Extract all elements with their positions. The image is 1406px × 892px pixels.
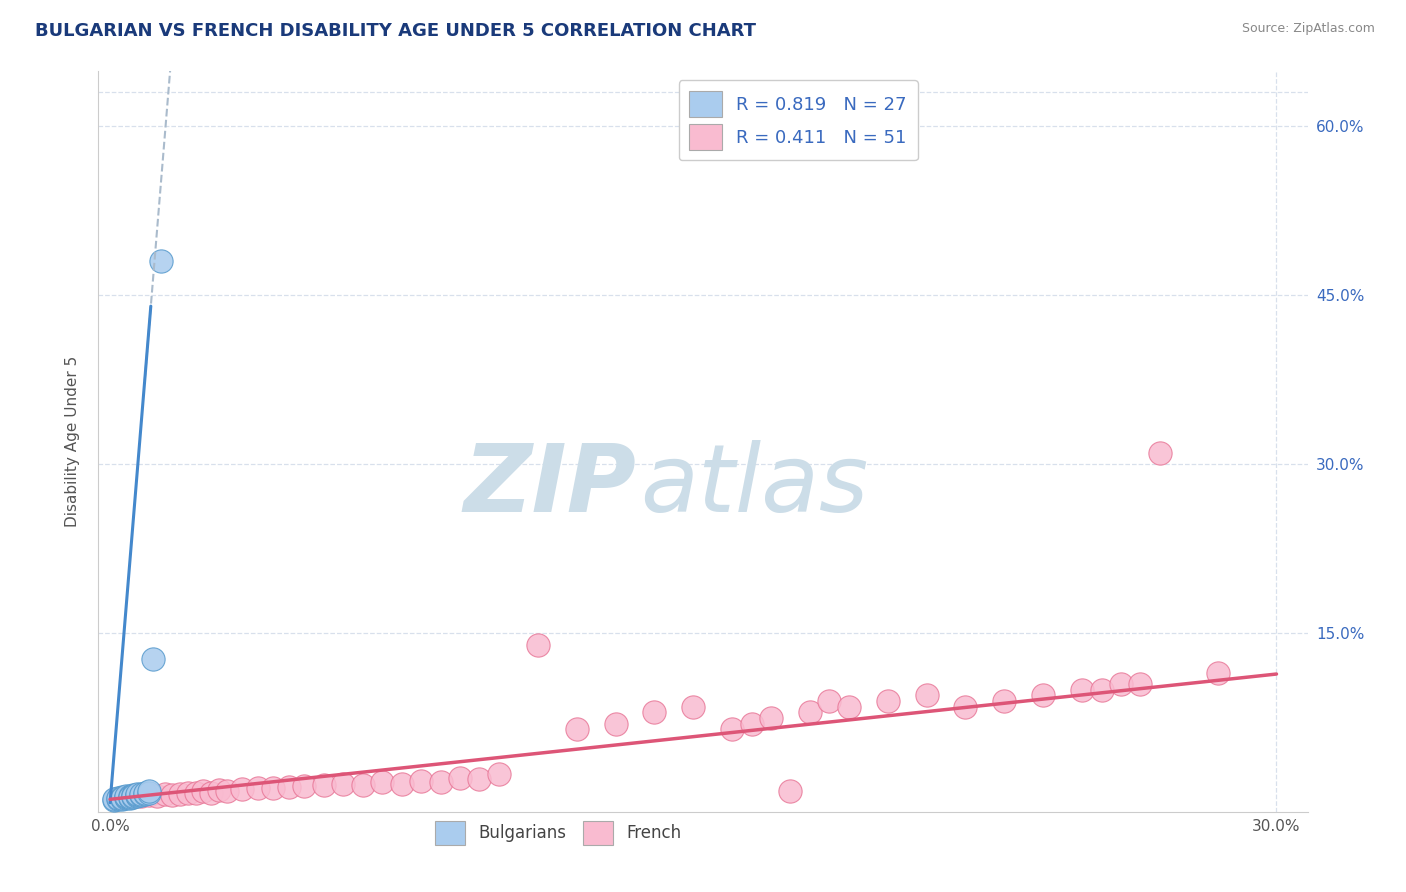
Point <box>468 772 491 786</box>
Point <box>246 780 269 795</box>
Point <box>741 716 763 731</box>
Point <box>1071 682 1094 697</box>
Point <box>391 776 413 790</box>
Point <box>122 789 145 803</box>
Point <box>169 787 191 801</box>
Point <box>177 785 200 799</box>
Point <box>838 699 860 714</box>
Point <box>1149 446 1171 460</box>
Point <box>127 787 149 801</box>
Point <box>118 789 141 803</box>
Point <box>915 689 938 703</box>
Point <box>138 784 160 798</box>
Point <box>107 792 129 806</box>
Point <box>526 638 548 652</box>
Point <box>332 776 354 790</box>
Point <box>1129 677 1152 691</box>
Point <box>184 785 207 799</box>
Point <box>129 789 152 803</box>
Point <box>231 782 253 797</box>
Point <box>294 779 316 793</box>
Point <box>127 789 149 803</box>
Point <box>1090 682 1112 697</box>
Point <box>352 778 374 792</box>
Point <box>262 780 284 795</box>
Point <box>111 792 134 806</box>
Point <box>200 785 222 799</box>
Point <box>118 790 141 805</box>
Point <box>193 784 215 798</box>
Point <box>1109 677 1132 691</box>
Text: Source: ZipAtlas.com: Source: ZipAtlas.com <box>1241 22 1375 36</box>
Point <box>134 787 156 801</box>
Point <box>114 791 136 805</box>
Point <box>149 254 172 268</box>
Point <box>122 788 145 802</box>
Point <box>118 791 141 805</box>
Text: atlas: atlas <box>640 441 869 532</box>
Point <box>312 778 335 792</box>
Point <box>208 783 231 797</box>
Point <box>129 787 152 801</box>
Point <box>876 694 898 708</box>
Point <box>818 694 841 708</box>
Point <box>114 790 136 805</box>
Point <box>993 694 1015 708</box>
Y-axis label: Disability Age Under 5: Disability Age Under 5 <box>65 356 80 527</box>
Point <box>145 789 167 803</box>
Point <box>153 787 176 801</box>
Point <box>277 780 299 794</box>
Point <box>565 723 588 737</box>
Point <box>682 699 704 714</box>
Text: BULGARIAN VS FRENCH DISABILITY AGE UNDER 5 CORRELATION CHART: BULGARIAN VS FRENCH DISABILITY AGE UNDER… <box>35 22 756 40</box>
Point <box>759 711 782 725</box>
Point <box>138 788 160 802</box>
Point <box>488 767 510 781</box>
Point <box>103 792 125 806</box>
Point <box>779 784 801 798</box>
Point <box>129 788 152 802</box>
Point <box>721 723 744 737</box>
Point <box>127 788 149 802</box>
Text: ZIP: ZIP <box>464 440 637 532</box>
Point <box>1206 665 1229 680</box>
Point <box>449 771 471 785</box>
Point <box>111 790 134 805</box>
Point <box>134 785 156 799</box>
Point <box>411 774 433 789</box>
Point <box>122 790 145 805</box>
Point <box>118 790 141 805</box>
Point <box>605 716 627 731</box>
Point <box>429 775 451 789</box>
Point <box>107 791 129 805</box>
Point <box>215 784 238 798</box>
Point <box>114 789 136 803</box>
Point <box>799 706 821 720</box>
Point <box>138 785 160 799</box>
Point <box>955 699 977 714</box>
Point <box>103 793 125 807</box>
Point <box>643 706 665 720</box>
Point <box>111 791 134 805</box>
Point <box>1032 689 1054 703</box>
Legend: Bulgarians, French: Bulgarians, French <box>427 814 688 852</box>
Point <box>142 652 165 666</box>
Point <box>371 775 394 789</box>
Point <box>162 788 184 802</box>
